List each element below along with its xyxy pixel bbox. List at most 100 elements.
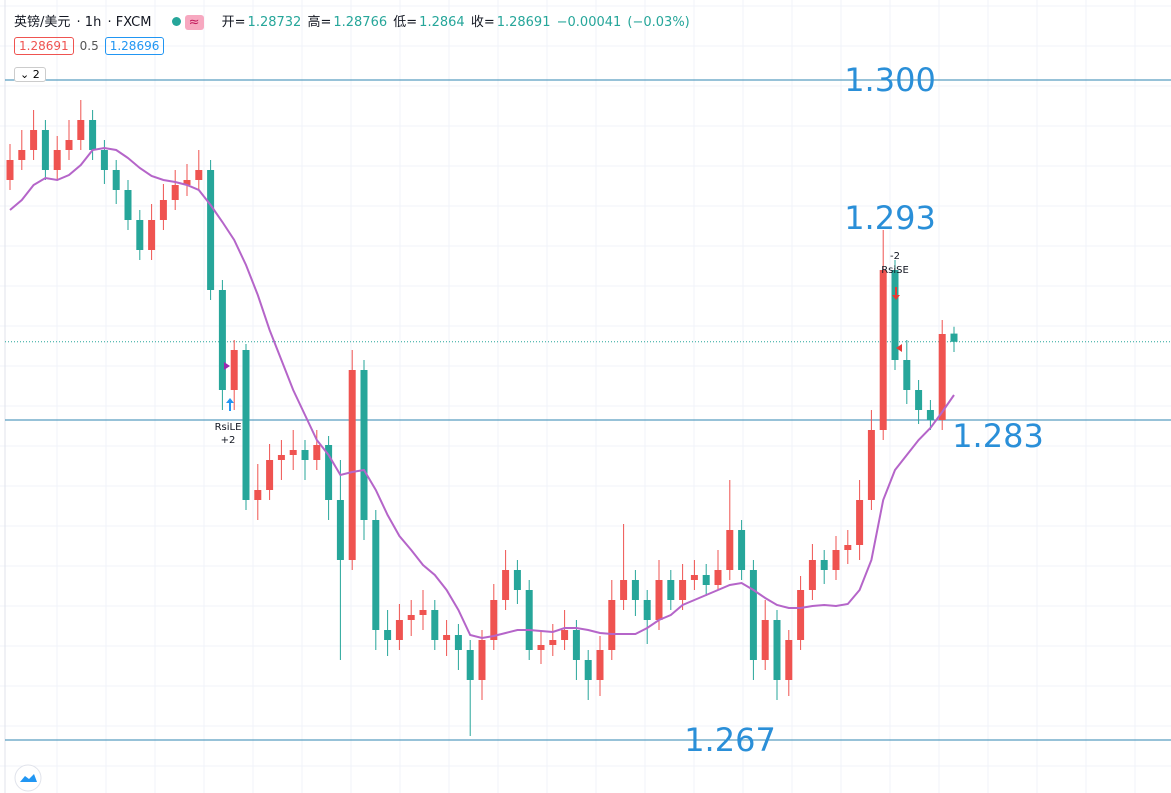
candle-body xyxy=(360,370,368,520)
candle-body xyxy=(631,580,639,600)
open-value: 1.28732 xyxy=(247,15,302,30)
indicator-count: 2 xyxy=(32,68,40,81)
candle-body xyxy=(431,610,439,640)
header: 英镑/美元 · 1h · FXCM ≈ 开= 1.28732 高= 1.28766 … xyxy=(14,15,690,30)
signal-label: RsiLE xyxy=(215,422,242,433)
candle-body xyxy=(726,530,734,570)
low-value: 1.2864 xyxy=(419,15,465,30)
candle-body xyxy=(348,370,356,560)
candle-body xyxy=(313,445,321,460)
close-value: 1.28691 xyxy=(496,15,551,30)
candle-body xyxy=(891,270,899,360)
candle-body xyxy=(690,575,698,580)
candle-body xyxy=(207,170,215,290)
candle-body xyxy=(65,140,73,150)
candle-body xyxy=(230,350,238,390)
logo xyxy=(14,764,42,792)
candle-body xyxy=(513,570,521,590)
candle-body xyxy=(702,575,710,585)
candle-body xyxy=(53,150,61,170)
candle-body xyxy=(584,660,592,680)
candle-body xyxy=(254,490,262,500)
candle-body xyxy=(159,200,167,220)
candle-body xyxy=(30,130,38,150)
candle-body xyxy=(384,630,392,640)
candle-body xyxy=(903,360,911,390)
candle-body xyxy=(336,500,344,560)
candle-body xyxy=(856,500,864,545)
candle-body xyxy=(950,333,958,342)
open-label: 开= xyxy=(221,15,246,30)
candle-body xyxy=(832,550,840,570)
candle-body xyxy=(667,580,675,600)
candle-body xyxy=(89,120,97,150)
candle-body xyxy=(148,220,156,250)
high-value: 1.28766 xyxy=(333,15,388,30)
candle-body xyxy=(655,580,663,620)
candle-body xyxy=(183,180,191,185)
candle-body xyxy=(112,170,120,190)
interval[interactable]: 1h xyxy=(84,15,102,30)
signal-label: +2 xyxy=(221,435,236,446)
quote-row: 1.28691 0.5 1.28696 xyxy=(14,37,165,55)
candle-body xyxy=(867,430,875,500)
candle-body xyxy=(171,185,179,200)
candle-body xyxy=(6,160,14,180)
candle-body xyxy=(77,120,85,140)
candle-body xyxy=(808,560,816,590)
exit-mark xyxy=(896,344,902,352)
candle-body xyxy=(289,450,297,455)
candle-body xyxy=(797,590,805,640)
candle-body xyxy=(218,290,226,390)
symbol[interactable]: 英镑/美元 xyxy=(14,15,71,30)
candle-body xyxy=(938,334,946,420)
candle-body xyxy=(820,560,828,570)
bid[interactable]: 1.28691 xyxy=(14,37,74,55)
candle-body xyxy=(773,620,781,680)
candle-body xyxy=(277,455,285,460)
status-badge: ≈ xyxy=(184,15,204,30)
candle-body xyxy=(454,635,462,650)
candle-body xyxy=(620,580,628,600)
candle-body xyxy=(643,600,651,620)
candle-body xyxy=(738,530,746,570)
ask[interactable]: 1.28696 xyxy=(104,37,165,55)
candle-body xyxy=(395,620,403,640)
signal-label: RsiSE xyxy=(881,265,909,276)
change-pct: (−0.03%) xyxy=(627,15,690,30)
low-label: 低= xyxy=(393,15,418,30)
candle-body xyxy=(136,220,144,250)
candle-body xyxy=(325,445,333,500)
level-label: 1.300 xyxy=(844,61,936,99)
candle-body xyxy=(714,570,722,585)
candle-body xyxy=(490,600,498,640)
candle-body xyxy=(525,590,533,650)
candle-body xyxy=(926,410,934,420)
candle-body xyxy=(679,580,687,600)
candle-body xyxy=(608,600,616,650)
short-arrow xyxy=(892,287,900,300)
indicator-toggle[interactable]: ⌄ 2 xyxy=(14,67,46,82)
candle-body xyxy=(242,350,250,500)
entry-mark xyxy=(224,362,230,370)
candle-body xyxy=(100,150,108,170)
candle-body xyxy=(572,630,580,660)
candle-body xyxy=(561,630,569,640)
candle-body xyxy=(596,650,604,680)
logo-mark xyxy=(20,774,37,782)
candle-body xyxy=(761,620,769,660)
candle-body xyxy=(844,545,852,550)
status-dot xyxy=(171,17,181,26)
candle-body xyxy=(502,570,510,600)
candle-body xyxy=(915,390,923,410)
signal-label: -2 xyxy=(890,251,900,262)
candle-body xyxy=(785,640,793,680)
spread: 0.5 xyxy=(79,39,99,53)
close-label: 收= xyxy=(470,15,495,30)
candle-body xyxy=(195,170,203,180)
candle-body xyxy=(549,640,557,645)
candle-body xyxy=(749,570,757,660)
level-label: 1.283 xyxy=(952,417,1044,455)
